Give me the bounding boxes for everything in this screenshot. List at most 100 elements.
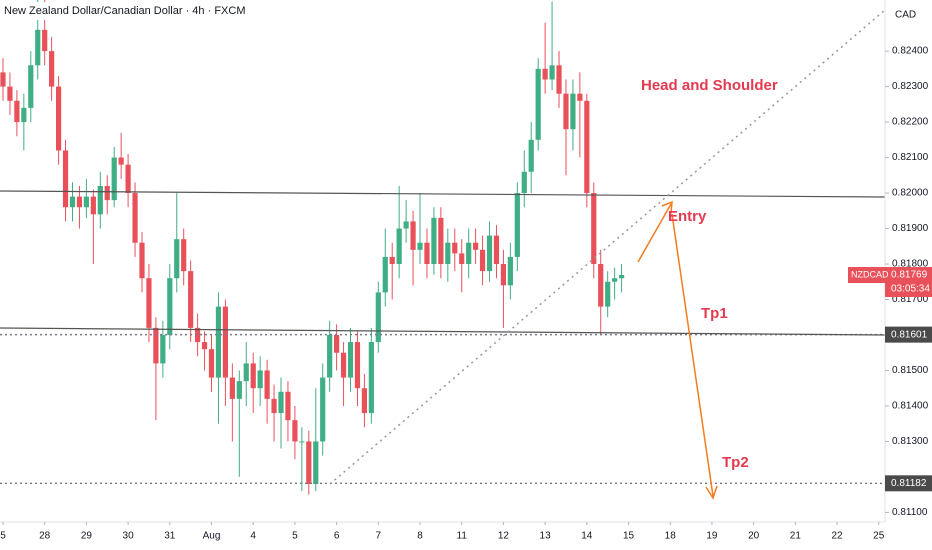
trend-line [329,9,886,485]
candle-body [97,185,103,215]
candle-body [181,239,187,272]
candle-body [479,249,486,272]
x-tick-label: 11 [457,531,468,542]
x-tick-label: Aug [203,531,221,542]
candle-body [327,334,333,378]
candle-body [118,157,124,165]
candle-body [466,242,472,265]
x-tick-label: 7 [376,531,382,542]
annotation: Head and Shoulder [641,77,778,94]
candle-body [35,29,41,66]
symbol-label-bg [848,267,885,284]
candle-body [257,370,263,389]
candle-body [528,139,534,172]
candle-body [132,193,138,243]
level-label-bg [885,475,932,492]
candle-body [605,281,611,307]
candle-body [139,242,145,279]
candle-body [278,391,284,414]
level-label: 0.81182 [891,478,927,489]
candle-body [7,86,13,101]
x-tick-label: 5 [292,531,298,542]
y-tick-label: 0.82100 [892,152,929,163]
candle-body [0,72,6,87]
x-tick-label: 6 [334,531,340,542]
candle-body [521,171,527,194]
x-tick-label: 21 [790,531,802,542]
y-tick-label: 0.81800 [892,259,929,270]
level-label: 0.81601 [891,329,928,340]
candle-body [76,196,83,208]
candle-body [417,242,423,250]
path-arrows [637,200,718,500]
candle-body [28,65,34,108]
y-tick-label: 0.81400 [892,401,929,412]
candle-body [577,93,583,101]
candle-body [598,264,604,307]
x-tick-label: 28 [39,531,51,542]
candle-body [347,342,354,378]
candle-body [146,278,152,328]
annotation: Tp1 [701,305,728,322]
y-tick-label: 0.81100 [892,507,928,518]
x-tick-label: 29 [81,531,93,542]
x-tick-label: 4 [250,531,256,542]
candle-body [584,100,590,194]
candle-body [201,342,208,350]
candle-body [271,398,277,414]
candle-body [55,86,62,151]
candle-body [229,377,235,399]
candle-body [459,253,465,265]
candle-body [556,65,562,94]
x-tick-label: 19 [706,531,718,542]
candle-body [375,292,381,343]
candle-body [403,221,409,229]
candle-body [69,196,76,208]
candle-body [618,275,625,279]
level-label-bg [885,326,932,343]
candle-body [264,370,270,399]
x-tick-label: 25 [873,531,885,542]
candle-body [500,264,507,286]
x-tick-label: 14 [581,531,593,542]
candle-body [160,334,166,364]
candle-body [215,306,222,378]
y-tick-label: 0.81900 [892,223,929,234]
candle-body [340,352,347,378]
candle-body [563,93,569,130]
x-tick-label: 13 [540,531,552,542]
y-tick-label: 0.82200 [892,117,929,128]
candle-body [334,334,340,353]
x-tick-label: 8 [417,531,423,542]
candle-body [396,228,402,265]
candle-body [445,242,451,265]
x-tick-label: 18 [665,531,677,542]
candle-body [90,196,96,215]
candle-body [473,242,479,250]
candle-body [514,193,520,257]
candle-body [486,235,493,272]
x-tick-label: 20 [748,531,760,542]
y-tick-label: 0.81500 [892,365,929,376]
candle-body [125,164,131,194]
candle-body [167,278,173,335]
candle-body [174,239,180,279]
title-bg [0,2,236,20]
currency: CAD [895,10,916,21]
candle-body [361,388,368,414]
candle-body [313,441,319,485]
candle-body [320,377,326,442]
candle-body [208,349,215,378]
candle-body [438,217,444,265]
candle-body [549,65,555,80]
y-tick-label: 0.81700 [892,294,929,305]
candle-body [285,391,291,421]
candle-body [570,93,576,130]
candle-body [21,107,27,123]
x-tick-label: 31 [164,531,176,542]
candle-body [49,51,55,87]
countdown-label: 03:05:34 [891,284,930,295]
y-tick-label: 0.81300 [892,436,929,447]
